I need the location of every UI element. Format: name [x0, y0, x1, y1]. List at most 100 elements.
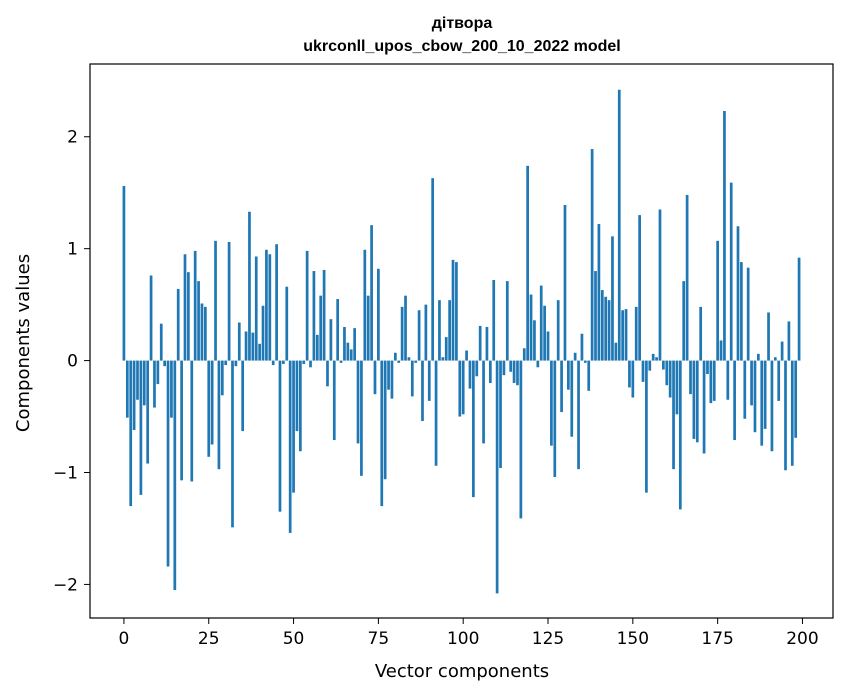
- bar: [594, 271, 597, 361]
- bar: [512, 360, 516, 383]
- bar: [546, 331, 550, 361]
- bar: [329, 319, 333, 361]
- bar: [577, 360, 580, 470]
- bar: [553, 360, 557, 477]
- bar: [522, 348, 526, 361]
- bar: [458, 360, 462, 417]
- bar: [349, 349, 353, 361]
- bar: [614, 342, 618, 361]
- bar: [499, 360, 502, 469]
- bar: [248, 211, 251, 361]
- bar: [159, 323, 163, 361]
- bar: [265, 249, 268, 361]
- bar: [305, 250, 309, 361]
- bar: [142, 360, 146, 406]
- bar: [366, 295, 370, 361]
- bar: [712, 360, 716, 401]
- bar: [410, 360, 414, 397]
- bar: [777, 360, 781, 401]
- bar: [600, 290, 604, 361]
- bar: [210, 360, 214, 445]
- bar: [339, 360, 343, 363]
- x-tick-label: 75: [368, 629, 390, 649]
- bar: [163, 360, 166, 367]
- bar: [122, 185, 126, 361]
- x-tick-label: 175: [701, 629, 733, 649]
- bar: [244, 331, 248, 361]
- bar: [214, 240, 217, 361]
- bar: [298, 360, 302, 452]
- bar: [343, 327, 346, 361]
- bar: [773, 357, 777, 361]
- bar: [309, 360, 312, 368]
- bar: [740, 262, 743, 361]
- bar: [539, 285, 543, 361]
- y-tick-label: −2: [53, 575, 78, 595]
- bar: [495, 360, 499, 594]
- bar: [519, 360, 523, 519]
- bar: [377, 268, 380, 361]
- bar: [706, 360, 709, 375]
- bar: [638, 215, 641, 361]
- bar: [648, 360, 652, 371]
- bar: [312, 271, 316, 361]
- bar: [590, 149, 594, 361]
- bar: [438, 300, 441, 361]
- bar: [156, 360, 160, 385]
- bar: [241, 360, 245, 432]
- bar: [641, 360, 645, 382]
- x-axis-label: Vector components: [375, 661, 549, 682]
- bar: [387, 360, 390, 390]
- y-axis-label: Components values: [13, 254, 34, 432]
- bar: [675, 360, 679, 415]
- y-tick-label: 2: [67, 128, 78, 148]
- bar: [176, 288, 180, 361]
- bar: [502, 360, 506, 376]
- bar: [129, 360, 133, 507]
- bar: [207, 360, 211, 457]
- bar: [292, 360, 295, 493]
- bar: [441, 357, 445, 361]
- bar: [393, 352, 397, 361]
- y-tick-label: −1: [53, 464, 78, 484]
- bar: [733, 360, 736, 441]
- y-axis-ticks: −2 −1 0 1 2: [53, 128, 90, 595]
- bar: [651, 353, 655, 361]
- bar: [736, 226, 740, 361]
- bar: [373, 360, 377, 395]
- bar: [136, 360, 139, 400]
- bar: [261, 305, 265, 361]
- bar: [658, 209, 662, 361]
- bar: [139, 360, 143, 495]
- bar: [617, 89, 621, 361]
- x-axis-ticks: 0 25 50 75 100 125 150 175 200: [119, 618, 819, 649]
- bar: [716, 240, 720, 361]
- x-tick-label: 0: [119, 629, 130, 649]
- bar: [645, 360, 648, 493]
- bar: [465, 350, 468, 361]
- bar: [719, 340, 723, 361]
- bar: [461, 360, 465, 415]
- bar: [237, 322, 241, 361]
- bar: [580, 333, 584, 361]
- bar: [685, 194, 689, 361]
- bar: [407, 357, 411, 361]
- bar: [271, 360, 275, 366]
- bar: [353, 328, 356, 361]
- bar: [672, 360, 675, 470]
- bar: [516, 360, 519, 386]
- bar: [746, 267, 750, 361]
- x-tick-label: 100: [447, 629, 479, 649]
- bar: [526, 165, 530, 361]
- bar: [360, 360, 363, 476]
- plot-frame: [89, 63, 834, 619]
- bar: [529, 294, 533, 361]
- bar: [787, 321, 791, 361]
- bar: [234, 360, 238, 367]
- bar: [431, 178, 435, 361]
- bar: [767, 312, 770, 361]
- y-tick-label: 0: [67, 352, 78, 372]
- bar: [125, 360, 129, 418]
- chart-title: дітвора: [432, 15, 493, 32]
- bar: [784, 360, 787, 471]
